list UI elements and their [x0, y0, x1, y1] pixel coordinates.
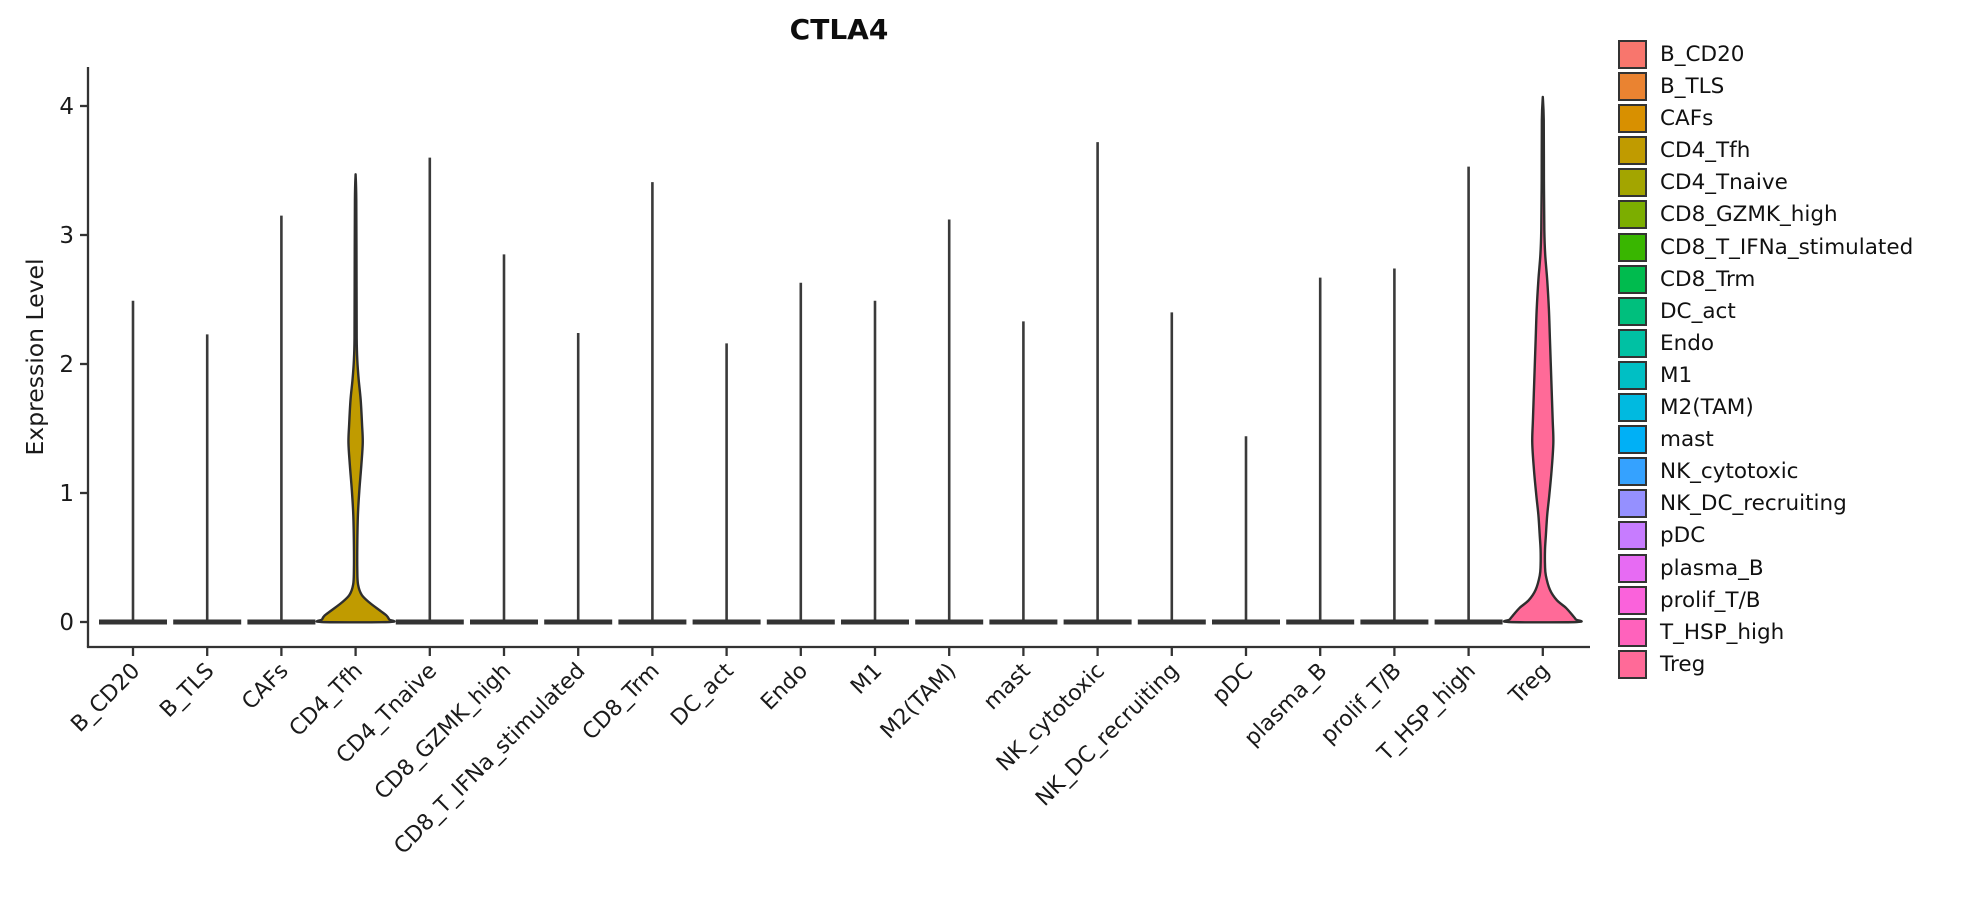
legend-label: DC_act	[1660, 298, 1736, 324]
legend-swatch	[1618, 40, 1647, 69]
y-tick-label: 3	[59, 223, 74, 249]
legend-item-pDC: pDC	[1618, 521, 1913, 551]
legend-item-NK_DC_recruiting: NK_DC_recruiting	[1618, 489, 1913, 519]
legend-item-NK_cytotoxic: NK_cytotoxic	[1618, 457, 1913, 487]
legend-swatch	[1618, 328, 1647, 358]
legend-label: NK_cytotoxic	[1660, 459, 1799, 485]
legend-item-CD8_GZMK_high: CD8_GZMK_high	[1618, 200, 1913, 230]
legend-item-M2(TAM): M2(TAM)	[1618, 393, 1913, 423]
legend-label: Treg	[1660, 651, 1706, 677]
y-tick-label: 2	[59, 352, 74, 378]
violin-Treg	[1502, 95, 1583, 624]
x-tick-label: CAFs	[237, 659, 293, 715]
legend-label: B_TLS	[1660, 74, 1725, 100]
legend-swatch	[1618, 425, 1647, 455]
legend-label: M1	[1660, 362, 1693, 388]
x-tick-label: B_CD20	[66, 659, 145, 738]
legend-item-T_HSP_high: T_HSP_high	[1618, 617, 1913, 647]
legend-label: M2(TAM)	[1660, 395, 1754, 421]
chart-title: CTLA4	[789, 13, 889, 46]
legend-label: CD8_Trm	[1660, 266, 1756, 292]
legend-label: CD8_GZMK_high	[1660, 202, 1838, 228]
legend-item-CD4_Tfh: CD4_Tfh	[1618, 136, 1913, 166]
legend-label: T_HSP_high	[1660, 619, 1785, 645]
legend-item-CD8_Trm: CD8_Trm	[1618, 264, 1913, 294]
y-tick-label: 4	[59, 94, 74, 120]
legend-item-mast: mast	[1618, 425, 1913, 455]
legend-item-plasma_B: plasma_B	[1618, 553, 1913, 583]
legend-item-M1: M1	[1618, 360, 1913, 390]
legend-label: plasma_B	[1660, 555, 1764, 581]
legend-swatch	[1618, 457, 1647, 487]
x-tick-label: pDC	[1208, 659, 1258, 709]
legend-swatch	[1618, 360, 1647, 390]
legend-swatch	[1618, 553, 1647, 583]
legend-label: B_CD20	[1660, 42, 1745, 67]
legend-swatch	[1618, 232, 1647, 262]
legend-item-CAFs: CAFs	[1618, 104, 1913, 134]
legend-swatch	[1618, 521, 1647, 551]
legend-item-CD8_T_IFNa_stimulated: CD8_T_IFNa_stimulated	[1618, 232, 1914, 262]
legend-item-B_TLS: B_TLS	[1618, 72, 1913, 102]
legend-item-B_CD20: B_CD20	[1618, 40, 1913, 69]
y-tick-label: 1	[59, 481, 74, 507]
legend-item-prolif_T/B: prolif_T/B	[1618, 585, 1913, 615]
legend-label: CD4_Tnaive	[1660, 170, 1788, 196]
legend-item-Endo: Endo	[1618, 328, 1913, 358]
legend-label: Endo	[1660, 330, 1715, 356]
legend-item-CD4_Tnaive: CD4_Tnaive	[1618, 168, 1913, 198]
x-tick-label: CD8_Trm	[578, 659, 665, 746]
x-tick-label: M1	[846, 659, 887, 700]
legend-swatch	[1618, 200, 1647, 230]
legend-label: CAFs	[1660, 106, 1714, 132]
legend-label: NK_DC_recruiting	[1660, 491, 1847, 517]
x-tick-label: B_TLS	[155, 659, 219, 723]
legend-item-Treg: Treg	[1618, 649, 1913, 679]
legend-swatch	[1618, 393, 1647, 423]
legend-swatch	[1618, 168, 1647, 198]
x-tick-label: NK_DC_recruiting	[1031, 659, 1184, 812]
x-tick-label: DC_act	[666, 658, 739, 731]
x-tick-label: M2(TAM)	[876, 659, 961, 744]
legend-label: CD8_T_IFNa_stimulated	[1660, 234, 1914, 260]
legend-swatch	[1618, 617, 1647, 647]
x-tick-label: mast	[979, 658, 1036, 715]
legend-swatch	[1618, 72, 1647, 102]
violin-CD4_Tfh	[315, 173, 396, 624]
legend-label: pDC	[1660, 523, 1706, 549]
x-tick-label: Treg	[1504, 659, 1555, 710]
legend-swatch	[1618, 649, 1647, 679]
legend-swatch	[1618, 585, 1647, 615]
legend-swatch	[1618, 489, 1647, 519]
x-tick-label: CD8_GZMK_high	[370, 659, 516, 805]
y-tick-label: 0	[59, 610, 74, 636]
legend-item-DC_act: DC_act	[1618, 296, 1913, 326]
legend: B_CD20 B_TLS CAFs CD4_Tfh CD4_Tnaive CD8_GZMK…	[1618, 40, 1913, 682]
legend-swatch	[1618, 296, 1647, 326]
legend-label: CD4_Tfh	[1660, 138, 1751, 164]
legend-swatch	[1618, 136, 1647, 166]
legend-swatch	[1618, 264, 1647, 294]
legend-swatch	[1618, 104, 1647, 134]
legend-label: prolif_T/B	[1660, 587, 1761, 613]
legend-label: mast	[1660, 427, 1714, 453]
x-tick-label: Endo	[756, 659, 813, 716]
